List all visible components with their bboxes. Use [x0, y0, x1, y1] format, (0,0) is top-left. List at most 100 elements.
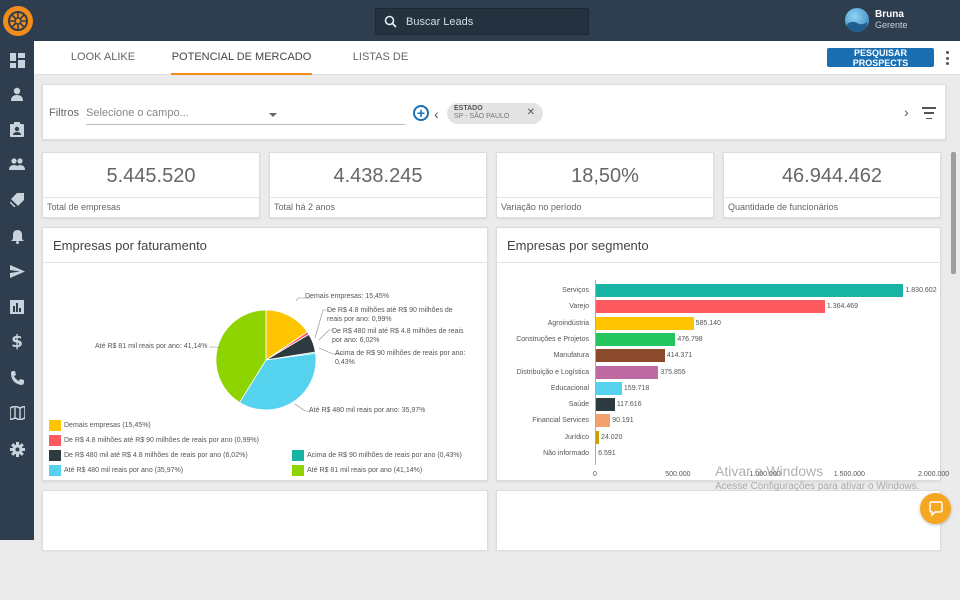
- filter-list-icon[interactable]: [922, 107, 936, 119]
- legend-item[interactable]: Demais empresas (15,45%): [49, 420, 151, 431]
- bar-chart-title: Empresas por segmento: [507, 238, 649, 253]
- close-icon[interactable]: ✕: [526, 107, 535, 118]
- kpi-variacao: 18,50% Variação no período: [496, 152, 714, 218]
- bar-category-label: Varejo: [569, 303, 589, 311]
- filters-panel: Filtros Selecione o campo... + ‹ ESTADO …: [42, 84, 946, 140]
- filters-label: Filtros: [49, 107, 79, 119]
- bar-category-label: Distribuição e Logística: [516, 368, 589, 376]
- more-options-icon[interactable]: [944, 51, 950, 65]
- pie-label-ate-81: Até R$ 81 mil reais por ano: 41,14%: [95, 343, 208, 350]
- bar[interactable]: [595, 381, 622, 395]
- tab-potencial-de-mercado[interactable]: POTENCIAL DE MERCADO: [171, 41, 312, 75]
- filter-chip-estado[interactable]: ESTADO SP - SÃO PAULO ✕: [447, 103, 543, 124]
- pesquisar-prospects-button[interactable]: PESQUISAR PROSPECTS: [827, 48, 934, 68]
- dollar-icon[interactable]: $: [11, 332, 23, 352]
- search-input[interactable]: Buscar Leads: [375, 8, 589, 35]
- tab-look-alike[interactable]: LOOK ALIKE: [70, 51, 136, 63]
- chart-icon[interactable]: [8, 298, 26, 316]
- windows-watermark-title: Ativar o Windows: [715, 463, 824, 479]
- bar[interactable]: [595, 414, 611, 428]
- bar[interactable]: [595, 332, 676, 346]
- kpi-value: 4.438.245: [333, 165, 423, 187]
- bar-category-label: Financial Services: [532, 417, 589, 425]
- kpi-label: Quantidade de funcionários: [728, 202, 839, 212]
- bar-value-label: 476.798: [677, 335, 703, 343]
- bar-value-label: 24.020: [601, 433, 623, 441]
- bar-category-label: Serviços: [562, 287, 589, 294]
- bar-category-label: Jurídico: [564, 433, 589, 441]
- bar[interactable]: [595, 316, 694, 330]
- bar-chart: Serviços 1.830.602 Varejo 1.364.469 Agroindú…: [497, 228, 949, 482]
- bar-category-label: Saúde: [568, 401, 589, 409]
- search-icon: [384, 15, 397, 28]
- legend-item[interactable]: Até R$ 480 mil reais por ano (35,97%): [49, 465, 183, 476]
- avatar: [845, 8, 869, 32]
- add-filter-icon[interactable]: +: [413, 105, 429, 121]
- bar[interactable]: [595, 284, 904, 297]
- legend-item[interactable]: De R$ 480 mil até R$ 4.8 milhões de reai…: [49, 450, 248, 461]
- people-icon[interactable]: [8, 155, 26, 173]
- windows-watermark-subtitle: Acesse Configurações para ativar o Windo…: [715, 481, 920, 492]
- legend-swatch: [49, 450, 61, 461]
- chevron-right-icon[interactable]: ›: [904, 104, 909, 120]
- bar[interactable]: [595, 430, 600, 444]
- x-tick-label: 0: [593, 471, 597, 478]
- x-tick-label: 500.000: [665, 471, 691, 478]
- kpi-label: Total de empresas: [47, 202, 121, 212]
- pie-slice[interactable]: [265, 309, 308, 361]
- pie-chart: [209, 297, 343, 412]
- x-tick-label: 1.500.000: [833, 471, 865, 478]
- x-tick-label: 2.000.000: [918, 471, 950, 478]
- bar[interactable]: [595, 365, 659, 379]
- tag-icon[interactable]: [8, 191, 26, 209]
- y-axis-line: [595, 280, 596, 466]
- tab-listas-de-prospects[interactable]: LISTAS DE PROSPECTS: [347, 51, 415, 96]
- contact-card-icon[interactable]: [8, 120, 26, 138]
- field-select[interactable]: Selecione o campo...: [86, 101, 281, 125]
- bar-value-label: 414.371: [666, 352, 693, 360]
- bar[interactable]: [595, 300, 825, 314]
- bar-category-label: Construções e Projetos: [516, 335, 589, 343]
- phone-icon[interactable]: [8, 369, 26, 387]
- legend-item[interactable]: De R$ 4.8 milhões até R$ 90 milhões de r…: [49, 435, 259, 446]
- pie-label-ate-480: Até R$ 480 mil reais por ano: 35,97%: [309, 407, 426, 414]
- pie-label-48-90: De R$ 4.8 milhões até R$ 90 milhões de r…: [327, 307, 453, 323]
- legend-item[interactable]: Acima de R$ 90 milhões de reais por ano …: [292, 450, 462, 461]
- kpi-value: 18,50%: [571, 165, 639, 187]
- scrollbar-thumb[interactable]: [951, 152, 956, 274]
- kpi-label: Variação no período: [501, 202, 582, 212]
- tab-bar: LOOK ALIKE POTENCIAL DE MERCADO LISTAS D…: [34, 41, 960, 96]
- pie-label-demais: Demais empresas: 15,45%: [305, 293, 390, 300]
- bar-category-label: Agroindústria: [547, 319, 589, 327]
- pie-slice[interactable]: [239, 352, 317, 411]
- dashboard-icon[interactable]: [8, 51, 26, 69]
- bar-value-label: 159.718: [623, 384, 650, 392]
- kpi-total-empresas: 5.445.520 Total de empresas: [42, 152, 260, 218]
- chip-title: ESTADO: [454, 105, 483, 112]
- bar-category-label: Manufatura: [553, 352, 589, 360]
- x-tick-label: 1.000.000: [749, 471, 781, 478]
- map-icon[interactable]: [8, 404, 26, 422]
- bar[interactable]: [595, 398, 615, 412]
- app-logo-icon[interactable]: [3, 6, 33, 36]
- kpi-label: Total há 2 anos: [274, 202, 336, 212]
- kpi-funcionarios: 46.944.462 Quantidade de funcionários: [723, 152, 941, 218]
- search-placeholder: Buscar Leads: [406, 15, 474, 28]
- bar[interactable]: [595, 349, 665, 363]
- filter-value-input[interactable]: [245, 101, 405, 125]
- person-icon[interactable]: [8, 85, 26, 103]
- bar-value-label: 1.830.602: [905, 287, 937, 294]
- chat-icon: [928, 500, 943, 517]
- top-bar: Buscar Leads Bruna Gerente: [0, 0, 960, 41]
- pie-chart-title: Empresas por faturamento: [53, 238, 207, 253]
- legend-item[interactable]: Até R$ 81 mil reais por ano (41,14%): [292, 465, 422, 476]
- pie-chart-card: Empresas por faturamento Demais empresas…: [42, 227, 488, 481]
- chat-button[interactable]: [920, 493, 951, 524]
- pie-slice[interactable]: [215, 309, 267, 404]
- bell-icon[interactable]: [8, 227, 26, 245]
- user-menu[interactable]: Bruna Gerente: [845, 8, 908, 32]
- gear-icon[interactable]: [8, 440, 26, 458]
- field-select-placeholder: Selecione o campo...: [86, 107, 189, 119]
- send-icon[interactable]: [8, 262, 26, 280]
- chevron-left-icon[interactable]: ‹: [434, 106, 439, 122]
